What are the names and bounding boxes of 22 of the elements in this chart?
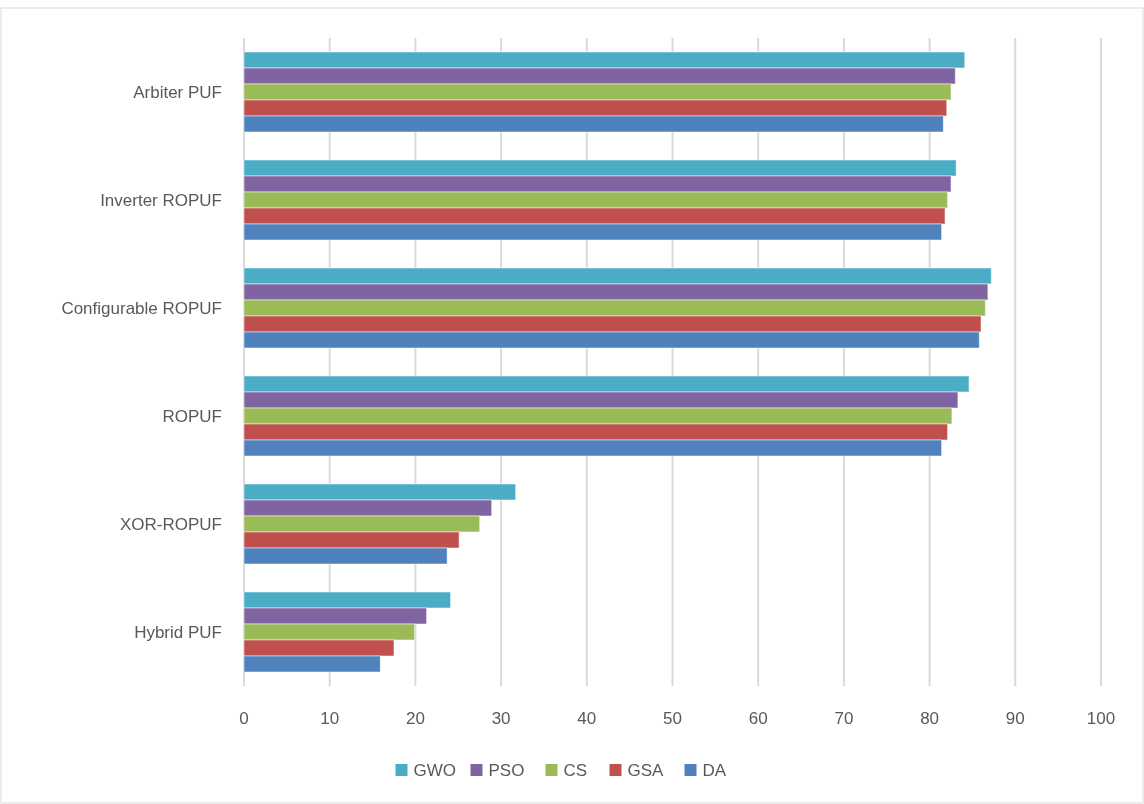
y-tick-label: XOR-ROPUF: [120, 514, 222, 534]
x-tick-label: 60: [748, 709, 768, 728]
x-tick-label: 90: [1005, 709, 1025, 728]
x-tick-label: 80: [920, 709, 940, 728]
x-tick-label: 10: [320, 709, 340, 728]
legend-label: GWO: [413, 760, 456, 780]
y-tick-label: ROPUF: [162, 406, 222, 426]
x-tick-label: 0: [239, 709, 249, 728]
y-tick-label: Arbiter PUF: [133, 82, 222, 102]
legend-label: GSA: [627, 760, 665, 780]
x-tick-label: 20: [405, 709, 425, 728]
legend-label: DA: [702, 760, 727, 780]
x-tick-label: 50: [663, 709, 682, 728]
x-tick-label: 100: [1086, 709, 1116, 728]
legend-label: CS: [563, 760, 588, 780]
y-tick-label: Configurable ROPUF: [61, 298, 222, 318]
legend-label: PSO: [488, 760, 525, 780]
y-tick-label: Hybrid PUF: [134, 622, 222, 642]
x-tick-label: 70: [834, 709, 854, 728]
x-tick-label: 30: [491, 709, 511, 728]
x-tick-label: 40: [577, 709, 597, 728]
y-tick-label: Inverter ROPUF: [100, 190, 222, 210]
